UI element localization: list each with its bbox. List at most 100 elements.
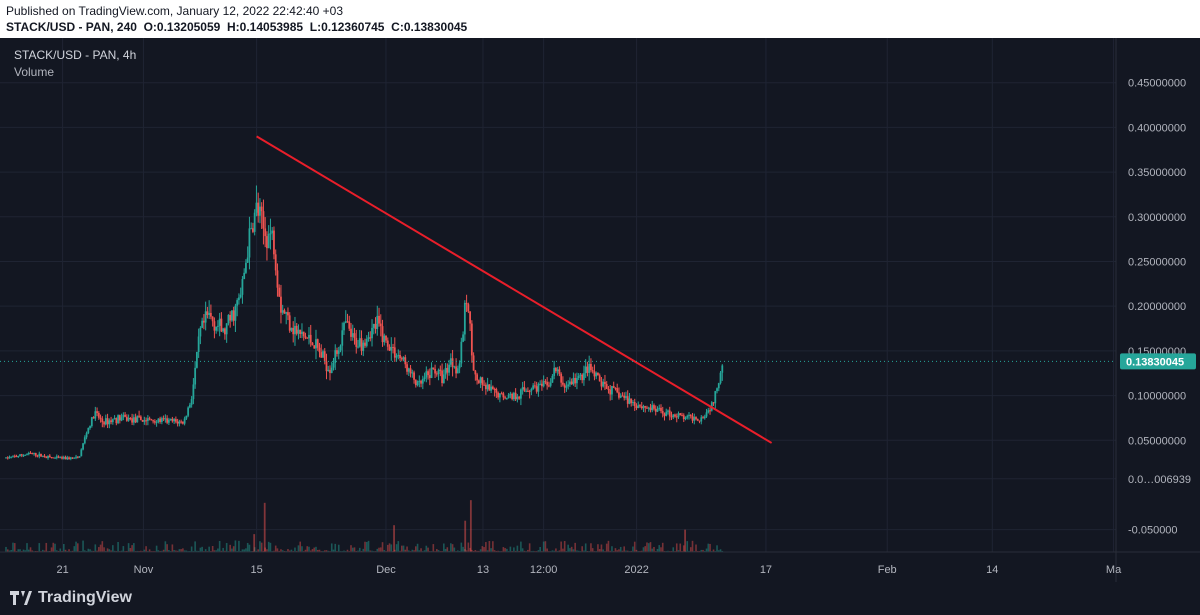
volume-bar [122,546,125,552]
candle-body [539,383,542,385]
volume-bar [31,550,34,552]
candle-body [705,412,708,417]
legend-symbol[interactable]: STACK/USD - PAN, 4h [14,48,137,62]
candle-body [418,380,421,382]
candle-body [688,414,690,416]
volume-bar [619,546,622,552]
candle-body [211,316,214,322]
candle-body [87,428,90,434]
volume-bar [415,546,417,552]
volume-bar [667,550,669,552]
candle-body [167,419,170,423]
candle-body [12,455,14,457]
candle-body [371,327,373,339]
candle-body [469,311,471,324]
price-chart[interactable]: 0.45000000 0.40000000 0.35000000 0.30000000… [0,38,1200,582]
volume-bar [297,545,300,552]
volume-bar [143,549,146,552]
volume-bar [493,550,496,552]
candle-body [474,370,477,375]
candle-body [17,456,20,458]
candle-body [47,455,49,459]
volume-bar [280,549,282,552]
volume-bar [689,547,692,552]
volume-bar [332,549,335,552]
volume-bar [432,544,435,552]
volume-spike [469,500,472,552]
candle-body [584,366,587,374]
candle-body [336,350,338,354]
volume-bar [55,550,58,552]
time-tick-label: 21 [56,564,68,576]
legend-volume[interactable]: Volume [14,65,55,79]
volume-bar [609,550,612,552]
trendline [256,135,773,444]
candle-body [273,230,275,255]
candle-body [325,361,328,372]
volume-bar [22,549,25,552]
candle-body [521,387,524,390]
candle-body [159,418,162,422]
volume-bar [392,550,394,552]
candle-body [628,398,631,404]
candle-body [647,407,650,409]
candle-body [36,455,39,457]
volume-bar [486,550,489,552]
volume-bar [299,541,302,552]
volume-bar [248,544,251,552]
volume-bar [682,545,685,552]
candle-body [330,367,333,373]
brand-name: TradingView [38,589,132,606]
volume-bar [57,550,60,552]
candle-body [605,384,608,389]
candle-body [512,392,515,400]
candle-body [327,369,330,372]
candle-body [145,420,148,422]
volume-bar [259,541,261,552]
volume-bar [458,550,461,552]
candle-body [257,202,260,216]
candle-body [362,342,365,351]
candle-body [206,311,209,315]
candle-body [57,456,60,458]
candle-body [134,417,137,423]
candle-body [677,413,680,418]
tradingview-logo[interactable]: TradingView [10,589,132,607]
candle-body [110,420,112,423]
volume-bar [215,550,217,552]
volume-bar [639,550,641,552]
candle-body [411,372,414,374]
candle-body [92,417,95,419]
candle-body [430,367,433,378]
time-tick-label: 15 [250,564,262,576]
candle-body [318,347,321,353]
candle-body [611,386,613,395]
volume-spike [253,534,256,552]
volume-bar [719,549,722,552]
candle-body [502,393,505,398]
volume-bar [646,542,648,552]
candle-body [470,323,473,356]
candle-body [695,417,697,420]
candle-body [288,315,291,331]
volume-bar [404,549,407,552]
price-tick-label: -0.050000 [1128,525,1178,537]
candle-body [245,262,247,273]
candle-body [504,397,507,399]
candle-body [626,396,629,404]
candle-body [369,337,372,339]
volume-bar [497,550,499,552]
candle-body [181,421,184,424]
volume-bar [357,550,359,552]
volume-bar [476,550,478,552]
volume-bar [390,544,393,552]
volume-bar [106,548,109,552]
volume-bar [52,542,55,552]
volume-bar [96,550,98,552]
candle-body [62,457,65,459]
candle-body [34,452,37,456]
candle-body [355,338,358,347]
candle-body [560,373,563,383]
volume-bar [705,548,708,552]
volume-bar [204,549,207,552]
